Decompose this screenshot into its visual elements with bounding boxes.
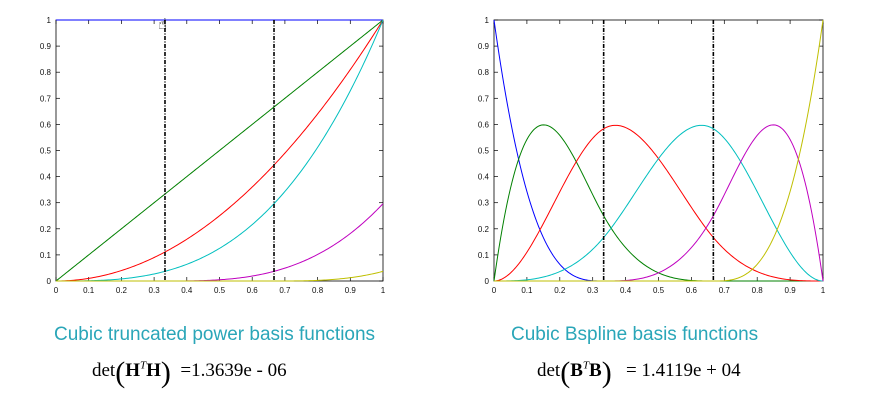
x-tick-label: 0.5 bbox=[214, 286, 226, 295]
y-tick-label: 0.8 bbox=[40, 68, 52, 77]
y-tick-label: 0.9 bbox=[40, 42, 52, 51]
y-tick-label: 1 bbox=[485, 16, 490, 25]
y-tick-label: 1 bbox=[47, 16, 52, 25]
y-tick-label: 0.2 bbox=[478, 225, 490, 234]
y-tick-label: 0.3 bbox=[478, 199, 490, 208]
x-tick-label: 0.9 bbox=[785, 286, 797, 295]
x-tick-label: 0 bbox=[54, 286, 59, 295]
x-tick-label: 0 bbox=[492, 286, 497, 295]
series-line-2 bbox=[55, 19, 384, 282]
x-tick-label: 0.1 bbox=[83, 286, 95, 295]
x-tick-label: 0.9 bbox=[345, 286, 357, 295]
chart-truncated-power: 0 0.1 0.2 0.3 0.4 0.5 0.6 0.7 0.8 0.9 1 0 0.1 0.2 0.3 0… bbox=[40, 16, 386, 295]
formula-bspline: det(BTB) = 1.4119e + 04 bbox=[537, 356, 741, 389]
y-tick-label: 0.9 bbox=[478, 42, 490, 51]
x-tick-label: 0.6 bbox=[686, 286, 698, 295]
y-tick-label: 0.7 bbox=[40, 94, 52, 103]
y-tick-label: 0.5 bbox=[40, 147, 52, 156]
y-tick-label: 0.1 bbox=[478, 251, 490, 260]
x-tick-label: 0.4 bbox=[181, 286, 193, 295]
formula-truncated-power: det(HTH) =1.3639e - 06 bbox=[92, 356, 287, 389]
y-tick-label: 0.3 bbox=[40, 199, 52, 208]
series-line-3 bbox=[56, 19, 384, 282]
x-tick-label: 0.7 bbox=[279, 286, 291, 295]
series-line-5 bbox=[56, 270, 384, 282]
series-line-3 bbox=[494, 124, 824, 282]
y-tick-label: 0.6 bbox=[40, 120, 52, 129]
y-tick-label: 0.5 bbox=[478, 147, 490, 156]
x-tick-label: 0.1 bbox=[521, 286, 533, 295]
x-tick-label: 0.7 bbox=[719, 286, 731, 295]
x-tick-label: 0.3 bbox=[587, 286, 599, 295]
x-tick-label: 0.8 bbox=[752, 286, 764, 295]
caption-truncated-power: Cubic truncated power basis functions bbox=[54, 324, 376, 345]
y-tick-label: 0.2 bbox=[40, 225, 52, 234]
x-tick-label: 0.3 bbox=[149, 286, 161, 295]
series-line-1 bbox=[55, 19, 384, 282]
y-tick-label: 0.4 bbox=[478, 173, 490, 182]
y-tick-label: 0 bbox=[47, 277, 52, 286]
series-line-5 bbox=[494, 19, 824, 282]
caption-bspline: Cubic Bspline basis functions bbox=[511, 324, 759, 345]
y-tick-label: 0.8 bbox=[478, 68, 490, 77]
x-tick-label: 1 bbox=[821, 286, 826, 295]
y-tick-label: 0 bbox=[485, 277, 490, 286]
y-tick-label: 0.7 bbox=[478, 94, 490, 103]
hand-cursor-icon: ☝ bbox=[158, 15, 168, 33]
y-tick-label: 0.1 bbox=[40, 251, 52, 260]
x-tick-label: 0.5 bbox=[653, 286, 665, 295]
x-tick-label: 0.2 bbox=[554, 286, 566, 295]
y-tick-label: 0.6 bbox=[478, 120, 490, 129]
x-tick-label: 0.8 bbox=[312, 286, 324, 295]
plot-area-frame bbox=[493, 19, 824, 282]
chart-bspline: 0 0.1 0.2 0.3 0.4 0.5 0.6 0.7 0.8 0.9 1 0 0.1 0.2 0.3 0… bbox=[478, 16, 826, 295]
y-tick-label: 0.4 bbox=[40, 173, 52, 182]
x-tick-label: 0.2 bbox=[116, 286, 128, 295]
x-tick-label: 0.4 bbox=[620, 286, 632, 295]
x-tick-label: 0.6 bbox=[247, 286, 259, 295]
x-tick-label: 1 bbox=[381, 286, 386, 295]
